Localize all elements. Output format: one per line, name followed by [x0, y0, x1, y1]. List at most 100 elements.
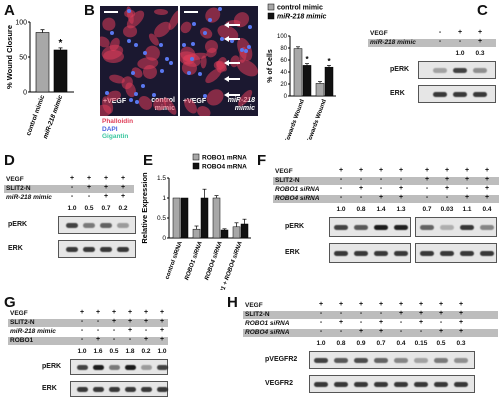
panel-b-chart: control mimic miR-218 mimic 0 20 40 60 80 100 % …	[267, 3, 336, 140]
band-total	[334, 381, 348, 387]
y-tick-label: 0	[284, 94, 288, 100]
blot-label-top: pERK	[390, 66, 410, 73]
band-total	[314, 381, 328, 387]
panel-c: C VEGF - + + miR-218 mimic - - +1.0 0.3 pERK ERK	[360, 0, 500, 120]
treatment-sign: +	[424, 167, 430, 174]
treatment-sign: +	[398, 310, 404, 317]
blot-perk	[415, 217, 497, 237]
panel-f-label: F	[257, 152, 267, 169]
blot-erk	[415, 243, 497, 263]
quantification-value: 0.8	[336, 340, 346, 347]
treatment-sign: +	[378, 328, 384, 335]
panel-e-chart: ROBO1 mRNA ROBO4 mRNA 0 0.5 1 1.5 Relative Exp…	[140, 153, 251, 290]
orientation-arrow	[226, 24, 240, 26]
treatment-sign: +	[318, 301, 324, 308]
cell-nucleus	[191, 41, 196, 46]
treatment-sign: -	[419, 328, 423, 335]
cell-nucleus	[127, 8, 132, 13]
band-phospho	[117, 222, 129, 228]
treatment-sign: +	[159, 318, 165, 325]
quantification-value: 1.3	[396, 206, 406, 213]
treatment-sign: +	[484, 167, 490, 174]
panel-e: E ROBO1 mRNA ROBO4 mRNA 0 0.5 1 1.5 Relative E…	[135, 150, 255, 290]
treatment-sign: -	[70, 193, 74, 200]
treatment-sign: +	[143, 309, 149, 316]
treatment-row-shade	[8, 319, 168, 327]
band-total	[394, 381, 408, 387]
treatment-sign: +	[398, 185, 404, 192]
band-total	[414, 381, 428, 387]
treatment-sign: +	[338, 167, 344, 174]
treatment-sign: -	[379, 176, 383, 183]
quantification-value: 1.0	[316, 340, 326, 347]
treatment-sign: +	[378, 194, 384, 201]
cell-nucleus	[133, 43, 138, 48]
treatment-sign: -	[128, 336, 132, 343]
band-phospho	[334, 357, 348, 363]
treatment-sign: -	[319, 319, 323, 326]
cell-nucleus	[240, 48, 245, 53]
treatment-sign: +	[111, 318, 117, 325]
treatment-label: VEGF	[370, 30, 388, 37]
band-phospho	[354, 224, 368, 230]
micrograph-control-mimic: +VEGF control mimic	[100, 6, 178, 116]
cell-nucleus	[159, 68, 164, 73]
band-total	[434, 381, 448, 387]
treatment-sign: -	[399, 176, 403, 183]
orientation-arrowhead	[224, 75, 229, 82]
treatment-sign: -	[80, 327, 84, 334]
blot-erk	[58, 240, 136, 258]
treatment-row-shade	[368, 39, 496, 47]
treatment-sign: +	[444, 185, 450, 192]
band-phospho	[473, 67, 487, 73]
blot-erk	[329, 243, 411, 263]
quantification-value: 1.0	[67, 205, 77, 212]
quantification-value: 0.15	[414, 340, 428, 347]
band-phospho	[434, 357, 448, 363]
y-tick-label: 1.5	[157, 175, 166, 182]
treatment-sign: +	[458, 301, 464, 308]
orientation-arrowhead	[224, 59, 229, 66]
micrograph-mir218-mimic: +VEGF miR-218 mimic	[180, 6, 258, 116]
treatment-sign: +	[477, 29, 483, 36]
treatment-sign: -	[96, 327, 100, 334]
band-phospho	[420, 224, 434, 230]
treatment-sign: +	[120, 193, 126, 200]
treatment-sign: +	[159, 336, 165, 343]
blot-label-top: pERK	[8, 221, 28, 228]
treatment-sign: +	[103, 193, 109, 200]
treatment-sign: +	[464, 167, 470, 174]
bar-mir218-1	[324, 66, 334, 97]
treatment-sign: -	[399, 328, 403, 335]
cell-body	[100, 104, 112, 116]
treatment-sign: +	[358, 301, 364, 308]
cell-nucleus	[134, 91, 139, 96]
treatment-sign: -	[80, 336, 84, 343]
treatment-label: VEGF	[10, 310, 28, 317]
treatment-label: SLIT2-N	[245, 311, 270, 318]
treatment-sign: +	[444, 167, 450, 174]
band-phospho	[374, 224, 388, 230]
band-total	[66, 246, 78, 252]
treatment-sign: +	[127, 309, 133, 316]
quantification-value: 1.0	[157, 348, 167, 355]
cell-nucleus	[247, 44, 252, 49]
treatment-label: miR-218 mimic	[6, 194, 52, 201]
legend-swatch-control	[267, 3, 275, 11]
quantification-value: 1.8	[125, 348, 135, 355]
treatment-sign: -	[438, 29, 442, 36]
treatment-sign: +	[398, 167, 404, 174]
quantification-value: 0.4	[396, 340, 406, 347]
treatment-sign: +	[477, 38, 483, 45]
band-phospho	[76, 364, 88, 370]
treatment-label: VEGF	[6, 176, 24, 183]
blot-label-bottom: ERK	[8, 245, 23, 252]
cell-nucleus	[158, 42, 163, 47]
cell-nucleus	[230, 38, 234, 43]
treatment-sign: +	[464, 194, 470, 201]
cell-nucleus	[104, 90, 109, 95]
treatment-sign: +	[120, 184, 126, 191]
band-phospho	[374, 357, 388, 363]
panel-c-label: C	[477, 2, 488, 19]
treatment-label: miR-218 mimic	[370, 39, 416, 46]
